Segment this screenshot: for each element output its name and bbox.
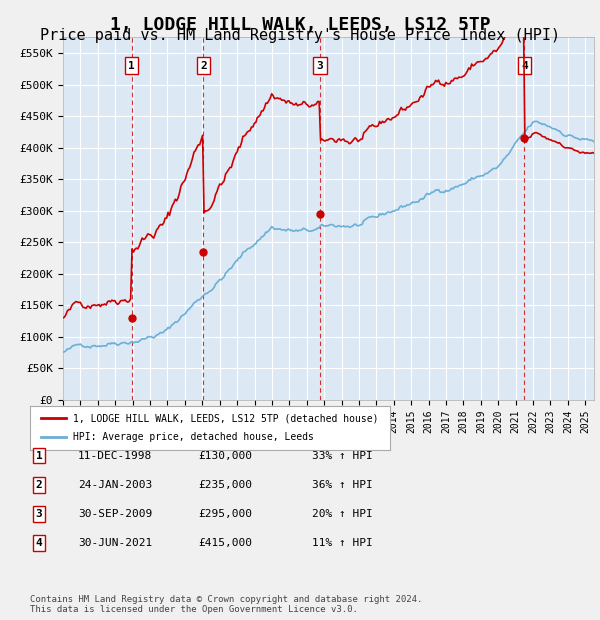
- Text: £415,000: £415,000: [198, 538, 252, 548]
- Text: 11% ↑ HPI: 11% ↑ HPI: [312, 538, 373, 548]
- Text: £295,000: £295,000: [198, 509, 252, 519]
- Text: HPI: Average price, detached house, Leeds: HPI: Average price, detached house, Leed…: [73, 432, 314, 442]
- Text: 3: 3: [35, 509, 43, 519]
- Text: 3: 3: [316, 61, 323, 71]
- Text: £130,000: £130,000: [198, 451, 252, 461]
- Text: 11-DEC-1998: 11-DEC-1998: [78, 451, 152, 461]
- Text: 2: 2: [35, 480, 43, 490]
- Text: Contains HM Land Registry data © Crown copyright and database right 2024.: Contains HM Land Registry data © Crown c…: [30, 595, 422, 604]
- Text: 30-JUN-2021: 30-JUN-2021: [78, 538, 152, 548]
- Text: £235,000: £235,000: [198, 480, 252, 490]
- Text: 1: 1: [35, 451, 43, 461]
- Text: 1, LODGE HILL WALK, LEEDS, LS12 5TP (detached house): 1, LODGE HILL WALK, LEEDS, LS12 5TP (det…: [73, 414, 379, 423]
- Text: Price paid vs. HM Land Registry's House Price Index (HPI): Price paid vs. HM Land Registry's House …: [40, 28, 560, 43]
- Text: This data is licensed under the Open Government Licence v3.0.: This data is licensed under the Open Gov…: [30, 604, 358, 614]
- Text: 30-SEP-2009: 30-SEP-2009: [78, 509, 152, 519]
- Text: 1: 1: [128, 61, 135, 71]
- Text: 20% ↑ HPI: 20% ↑ HPI: [312, 509, 373, 519]
- Text: 1, LODGE HILL WALK, LEEDS, LS12 5TP: 1, LODGE HILL WALK, LEEDS, LS12 5TP: [110, 16, 490, 33]
- Text: 36% ↑ HPI: 36% ↑ HPI: [312, 480, 373, 490]
- Text: 4: 4: [521, 61, 528, 71]
- Text: 24-JAN-2003: 24-JAN-2003: [78, 480, 152, 490]
- Text: 33% ↑ HPI: 33% ↑ HPI: [312, 451, 373, 461]
- Text: 2: 2: [200, 61, 207, 71]
- Text: 4: 4: [35, 538, 43, 548]
